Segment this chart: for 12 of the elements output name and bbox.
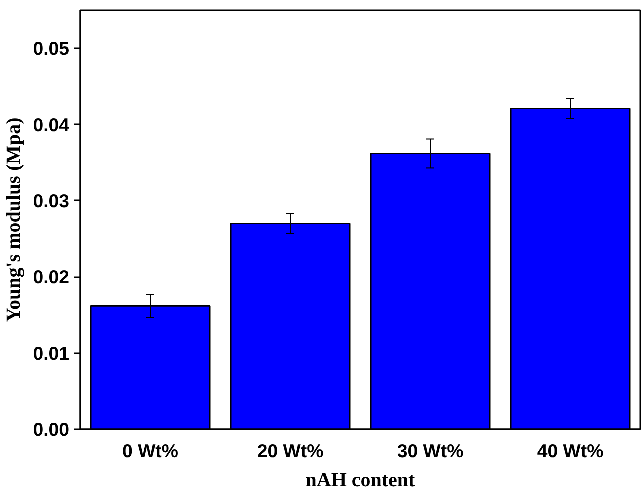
x-tick-label: 40 Wt% (537, 440, 604, 462)
y-tick-label: 0.05 (33, 38, 70, 60)
x-axis-title: nAH content (306, 470, 416, 492)
y-tick-label: 0.03 (33, 190, 70, 212)
y-tick-label: 0.02 (33, 266, 70, 288)
y-axis-title: Young's modulus (Mpa) (3, 118, 26, 322)
x-tick-label: 20 Wt% (257, 440, 324, 462)
y-tick-label: 0.00 (33, 419, 70, 440)
y-tick-label: 0.04 (33, 114, 70, 136)
x-tick-label: 0 Wt% (122, 440, 179, 462)
y-tick-label: 0.01 (33, 342, 70, 364)
x-tick-label: 30 Wt% (397, 440, 464, 462)
